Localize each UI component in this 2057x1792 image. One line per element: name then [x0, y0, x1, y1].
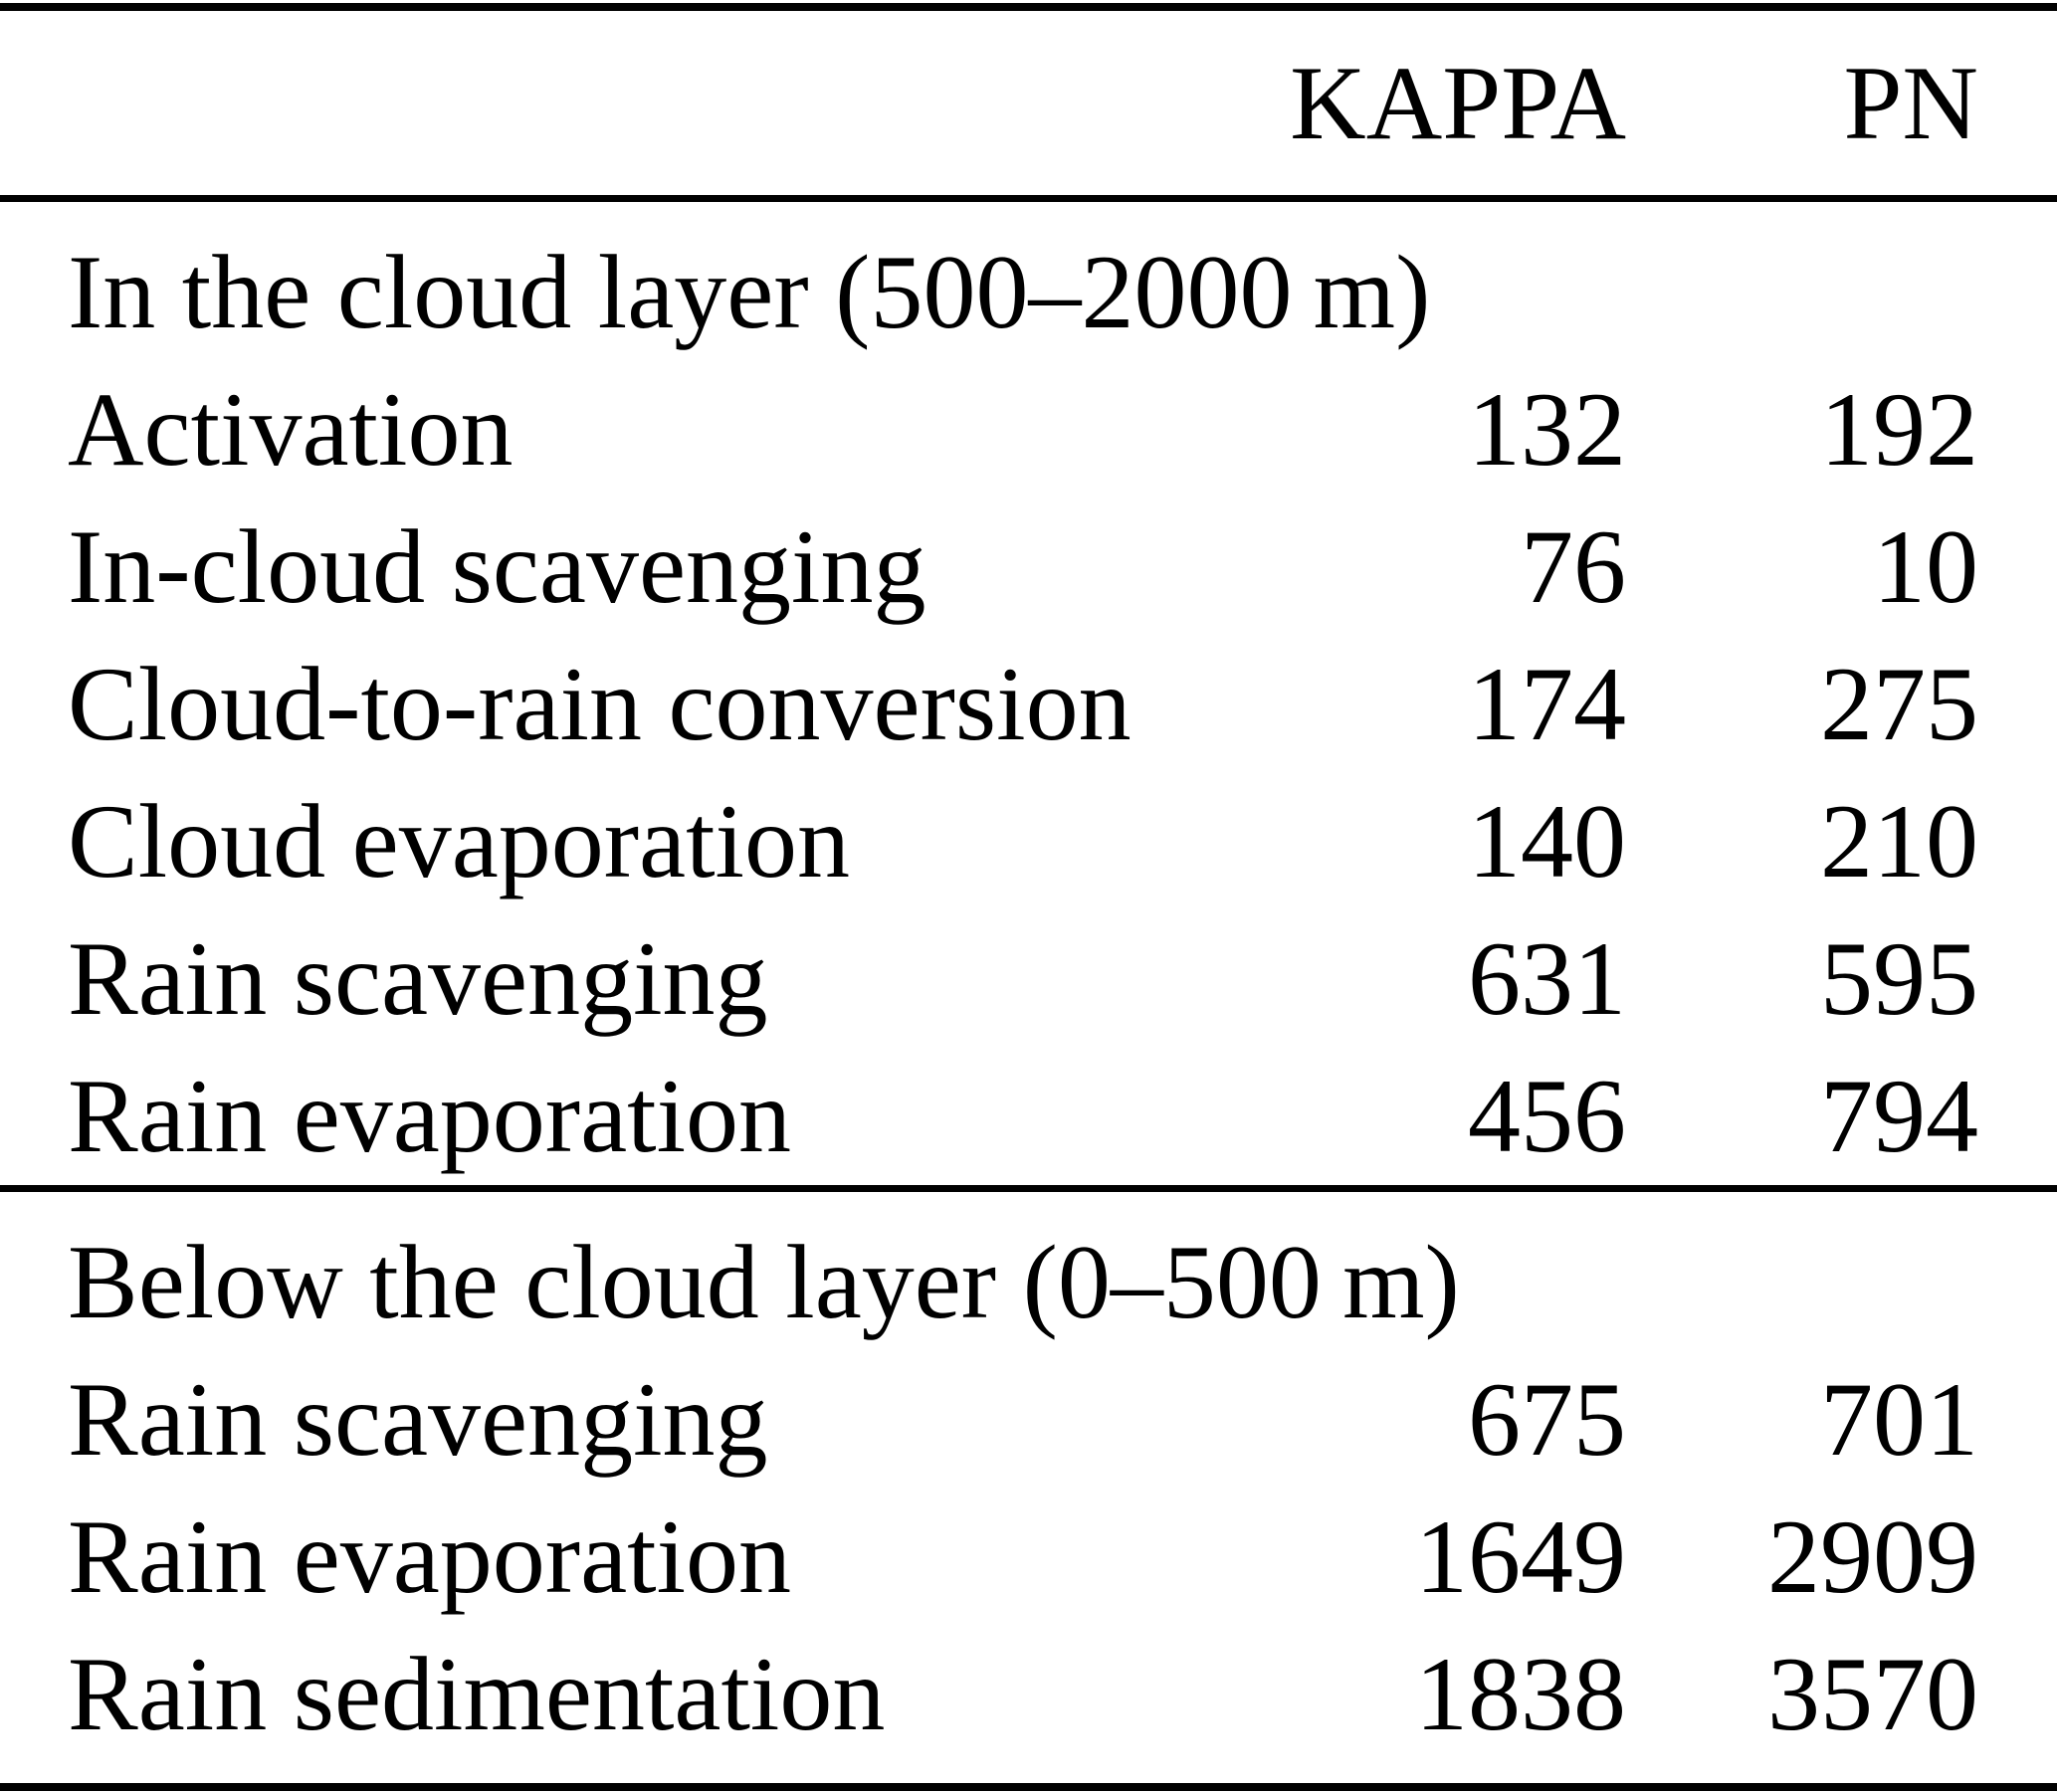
kappa-value: 174 [1468, 646, 1626, 762]
row-label: Cloud evaporation [68, 783, 850, 899]
section-title: In the cloud layer (500–2000 m) [68, 234, 1431, 350]
table-row: Rain evaporation 1649 2909 [0, 1489, 2057, 1626]
section-below-cloud-layer: Below the cloud layer (0–500 m) Rain sca… [0, 1188, 2057, 1788]
kappa-value: 675 [1468, 1361, 1626, 1478]
section-in-cloud-layer: In the cloud layer (500–2000 m) Activati… [0, 199, 2057, 1189]
row-label: Cloud-to-rain conversion [68, 646, 1131, 762]
kappa-value: 132 [1468, 371, 1626, 488]
table-row: In-cloud scavenging 76 10 [0, 498, 2057, 636]
pn-value: 10 [1873, 508, 1978, 625]
section-title-row: In the cloud layer (500–2000 m) [0, 199, 2057, 362]
pn-value: 701 [1820, 1361, 1978, 1478]
row-label: In-cloud scavenging [68, 508, 926, 625]
kappa-value: 140 [1468, 783, 1626, 899]
header-row: KAPPA PN [0, 7, 2057, 199]
section-title-row: Below the cloud layer (0–500 m) [0, 1189, 2057, 1352]
row-label: Rain evaporation [68, 1058, 792, 1174]
header-empty-cell [0, 7, 1134, 199]
pn-value: 595 [1820, 920, 1978, 1037]
kappa-value: 456 [1468, 1058, 1626, 1174]
row-label: Rain sedimentation [68, 1636, 886, 1752]
table-row: Cloud evaporation 140 210 [0, 773, 2057, 910]
section-title: Below the cloud layer (0–500 m) [68, 1224, 1460, 1340]
kappa-value: 631 [1468, 920, 1626, 1037]
table-row: Rain scavenging 631 595 [0, 910, 2057, 1048]
column-header-pn: PN [1843, 44, 1978, 161]
table-row: Cloud-to-rain conversion 174 275 [0, 636, 2057, 773]
row-label: Rain scavenging [68, 920, 768, 1037]
pn-value: 210 [1820, 783, 1978, 899]
table-row: Activation 132 192 [0, 361, 2057, 498]
row-label: Activation [68, 371, 514, 488]
row-label: Rain evaporation [68, 1498, 792, 1615]
kappa-value: 76 [1521, 508, 1626, 625]
kappa-value: 1838 [1415, 1636, 1626, 1752]
pn-value: 275 [1820, 646, 1978, 762]
pn-value: 192 [1820, 371, 1978, 488]
pn-value: 3570 [1767, 1636, 1978, 1752]
row-label: Rain scavenging [68, 1361, 768, 1478]
pn-value: 2909 [1767, 1498, 1978, 1615]
table-row: Rain evaporation 456 794 [0, 1048, 2057, 1189]
table-row: Rain sedimentation 1838 3570 [0, 1626, 2057, 1787]
column-header-kappa: KAPPA [1290, 44, 1626, 161]
table-row: Rain scavenging 675 701 [0, 1351, 2057, 1489]
kappa-value: 1649 [1415, 1498, 1626, 1615]
pn-value: 794 [1820, 1058, 1978, 1174]
kappa-pn-table: KAPPA PN In the cloud layer (500–2000 m)… [0, 3, 2057, 1791]
